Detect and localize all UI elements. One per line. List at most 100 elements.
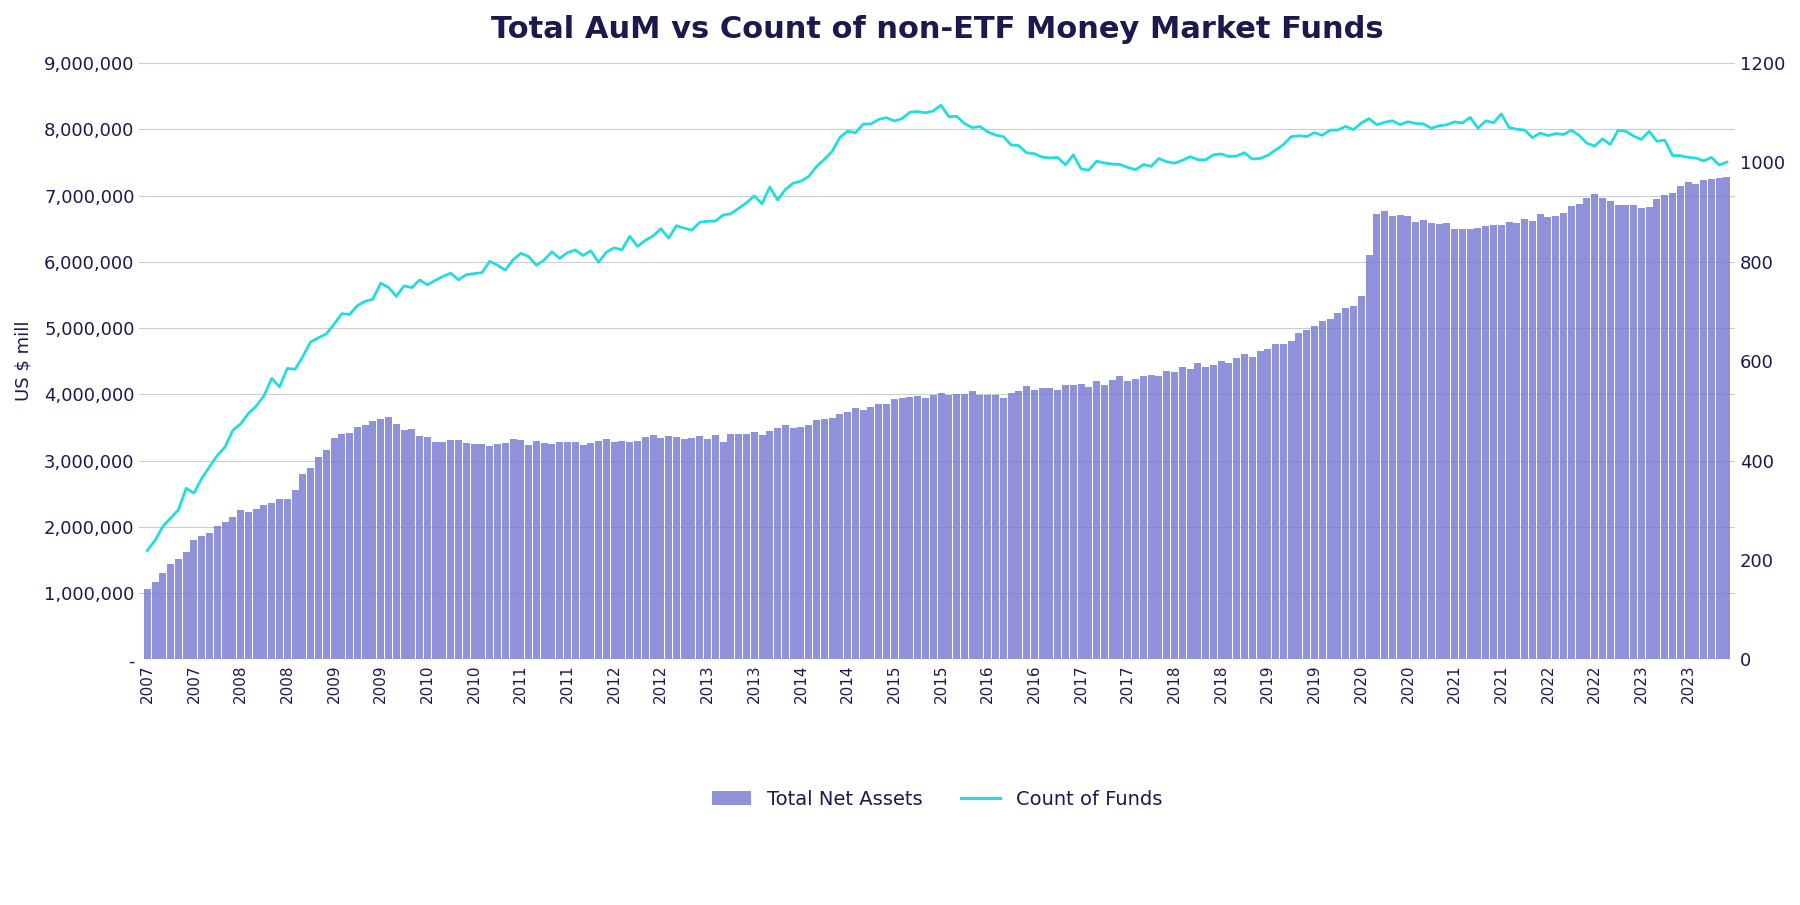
Bar bbox=[1498, 224, 1505, 660]
Bar bbox=[439, 443, 446, 660]
Bar bbox=[1116, 376, 1123, 660]
Bar bbox=[1156, 376, 1163, 660]
Bar bbox=[603, 439, 610, 660]
Bar bbox=[999, 397, 1006, 660]
Bar bbox=[1078, 385, 1085, 660]
Bar bbox=[1287, 340, 1294, 660]
Bar bbox=[455, 441, 463, 660]
Bar bbox=[167, 564, 175, 660]
Bar bbox=[1046, 388, 1053, 660]
Bar bbox=[315, 457, 322, 660]
Bar bbox=[1514, 223, 1521, 660]
Bar bbox=[1685, 182, 1692, 660]
Bar bbox=[1195, 363, 1201, 660]
Bar bbox=[790, 428, 797, 660]
Bar bbox=[657, 437, 664, 660]
Bar bbox=[1039, 388, 1046, 660]
Bar bbox=[711, 434, 718, 660]
Bar bbox=[1397, 214, 1404, 660]
Bar bbox=[362, 425, 369, 660]
Bar bbox=[580, 444, 587, 660]
Bar bbox=[1622, 205, 1629, 660]
Bar bbox=[182, 551, 189, 660]
Title: Total AuM vs Count of non-ETF Money Market Funds: Total AuM vs Count of non-ETF Money Mark… bbox=[491, 15, 1384, 44]
Bar bbox=[1654, 199, 1660, 660]
Bar bbox=[884, 405, 889, 660]
Bar bbox=[1350, 306, 1357, 660]
Bar bbox=[643, 437, 648, 660]
Bar bbox=[1451, 229, 1458, 660]
Bar bbox=[1552, 216, 1559, 660]
Bar bbox=[1537, 214, 1544, 660]
Bar bbox=[945, 395, 952, 660]
Bar bbox=[509, 439, 517, 660]
Bar bbox=[1708, 179, 1715, 660]
Bar bbox=[1427, 223, 1435, 660]
Bar bbox=[1249, 357, 1256, 660]
Bar bbox=[898, 397, 905, 660]
Bar bbox=[1568, 206, 1575, 660]
Bar bbox=[563, 442, 571, 660]
Bar bbox=[369, 422, 376, 660]
Bar bbox=[688, 438, 695, 660]
Legend: Total Net Assets, Count of Funds: Total Net Assets, Count of Funds bbox=[704, 782, 1170, 816]
Bar bbox=[1102, 386, 1109, 660]
Bar bbox=[486, 446, 493, 660]
Bar bbox=[596, 441, 603, 660]
Bar bbox=[1202, 367, 1210, 660]
Bar bbox=[1334, 312, 1341, 660]
Bar bbox=[1521, 219, 1528, 660]
Bar bbox=[992, 395, 999, 660]
Bar bbox=[1069, 386, 1076, 660]
Bar bbox=[837, 414, 844, 660]
Bar bbox=[828, 418, 835, 660]
Bar bbox=[346, 433, 353, 660]
Bar bbox=[385, 417, 392, 660]
Bar bbox=[1264, 349, 1271, 660]
Bar bbox=[610, 442, 617, 660]
Bar bbox=[191, 540, 198, 660]
Bar bbox=[151, 582, 158, 660]
Bar bbox=[299, 474, 306, 660]
Bar bbox=[1381, 211, 1388, 660]
Bar bbox=[666, 435, 671, 660]
Bar bbox=[1217, 361, 1224, 660]
Bar bbox=[875, 405, 882, 660]
Bar bbox=[526, 444, 533, 660]
Bar bbox=[774, 428, 781, 660]
Bar bbox=[1343, 308, 1350, 660]
Bar bbox=[868, 406, 875, 660]
Bar bbox=[1474, 228, 1481, 660]
Bar bbox=[985, 395, 992, 660]
Bar bbox=[1481, 226, 1489, 660]
Bar bbox=[1607, 202, 1615, 660]
Bar bbox=[284, 499, 292, 660]
Bar bbox=[493, 443, 500, 660]
Bar bbox=[221, 522, 229, 660]
Bar bbox=[1467, 229, 1474, 660]
Bar bbox=[844, 413, 851, 660]
Bar bbox=[781, 425, 788, 660]
Bar bbox=[1584, 198, 1591, 660]
Bar bbox=[338, 433, 346, 660]
Bar bbox=[1310, 326, 1318, 660]
Bar bbox=[1723, 177, 1730, 660]
Bar bbox=[322, 450, 329, 660]
Bar bbox=[952, 394, 959, 660]
Bar bbox=[1273, 344, 1280, 660]
Bar bbox=[378, 419, 383, 660]
Bar bbox=[502, 443, 509, 660]
Bar bbox=[1575, 204, 1582, 660]
Bar bbox=[851, 408, 859, 660]
Bar bbox=[1125, 381, 1130, 660]
Bar bbox=[1093, 381, 1100, 660]
Bar bbox=[1598, 198, 1606, 660]
Bar bbox=[1031, 390, 1039, 660]
Bar bbox=[198, 537, 205, 660]
Bar bbox=[308, 468, 315, 660]
Bar bbox=[470, 444, 477, 660]
Bar bbox=[1561, 213, 1568, 660]
Bar bbox=[292, 490, 299, 660]
Bar bbox=[1256, 351, 1264, 660]
Bar bbox=[409, 429, 416, 660]
